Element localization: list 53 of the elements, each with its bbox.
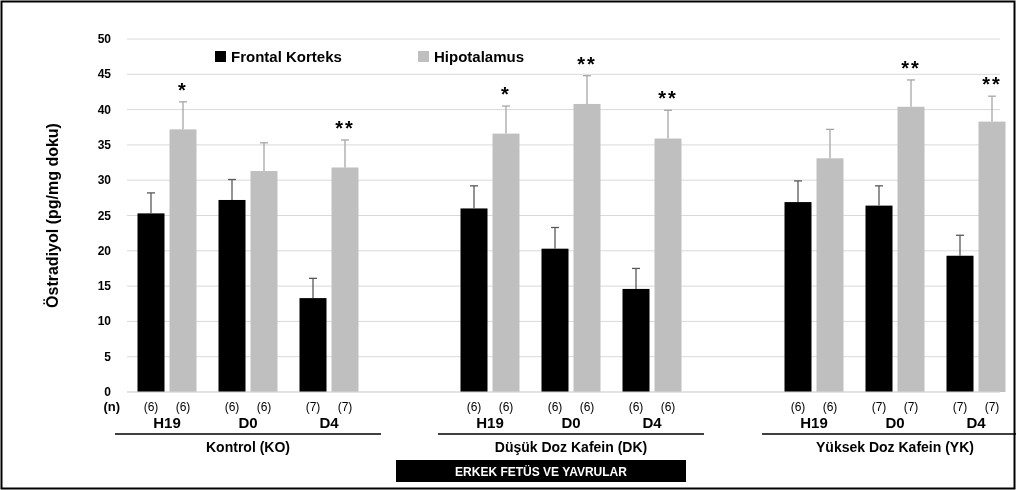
- data-label: **: [577, 52, 597, 75]
- text: (7): [984, 400, 1000, 414]
- text: (6): [628, 400, 644, 414]
- x-axis-title: Düşük Doz Kafein (DK): [494, 439, 648, 455]
- text: ERKEK FETÜS VE YAVRULAR: [455, 464, 628, 479]
- y-tick-label: 25: [97, 208, 112, 223]
- data-label: **: [658, 87, 678, 110]
- text: (7): [305, 400, 321, 414]
- y-tick-label: 50: [97, 32, 112, 46]
- x-axis-title: Kontrol (KO): [206, 439, 290, 455]
- y-tick-label: 45: [97, 67, 112, 82]
- y-tick-label: 10: [97, 314, 112, 329]
- legend-label: Frontal Korteks: [231, 48, 342, 65]
- text: (7): [871, 400, 887, 414]
- text: (7): [337, 400, 353, 414]
- text: (7): [903, 400, 919, 414]
- x-tick-label: D4: [642, 414, 663, 431]
- x-tick-label: H19: [153, 414, 181, 431]
- text: (6): [466, 400, 482, 414]
- text: (6): [579, 400, 595, 414]
- data-label: **: [335, 116, 355, 139]
- y-tick-label: 0: [104, 385, 112, 399]
- legend-label: Hipotalamus: [434, 48, 525, 65]
- text: (n): [103, 399, 120, 414]
- data-label: *: [501, 83, 511, 106]
- x-tick-label: D0: [238, 414, 258, 431]
- x-tick-label: D0: [885, 414, 905, 431]
- data-label: **: [982, 73, 1002, 96]
- x-tick-label: H19: [800, 414, 828, 431]
- text: (6): [143, 400, 159, 414]
- text: (6): [224, 400, 240, 414]
- text: (6): [822, 400, 838, 414]
- y-tick-label: 40: [97, 102, 112, 117]
- x-tick-label: D4: [966, 414, 987, 431]
- text: (6): [547, 400, 563, 414]
- x-tick-label: D0: [561, 414, 581, 431]
- x-axis-title: Yüksek Doz Kafein (YK): [816, 439, 974, 455]
- text: (6): [256, 400, 272, 414]
- y-tick-label: 20: [97, 243, 112, 258]
- text: (7): [952, 400, 968, 414]
- text: (6): [660, 400, 676, 414]
- data-label: *: [178, 78, 188, 101]
- data-label: **: [901, 56, 921, 79]
- y-axis-title: Östradiyol (pg/mg doku): [43, 123, 61, 308]
- y-tick-label: 5: [104, 349, 112, 364]
- text: (6): [498, 400, 514, 414]
- text: (6): [175, 400, 191, 414]
- x-tick-label: H19: [476, 414, 504, 431]
- y-tick-label: 35: [97, 137, 112, 152]
- y-tick-label: 15: [97, 279, 112, 294]
- text: (6): [790, 400, 806, 414]
- y-tick-label: 30: [97, 173, 112, 188]
- x-tick-label: D4: [319, 414, 340, 431]
